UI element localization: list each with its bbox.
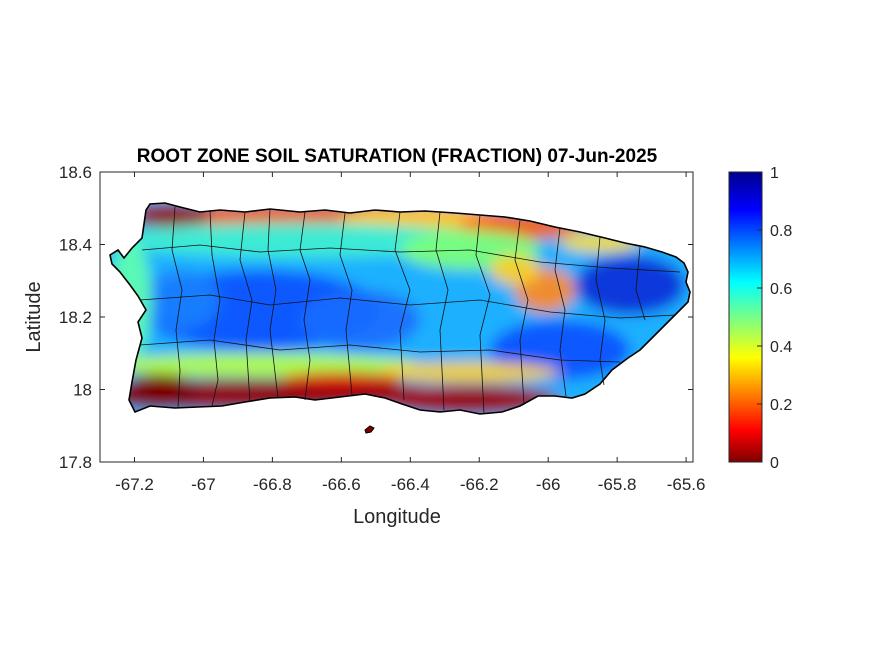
y-axis: 17.8 18 18.2 18.4 18.6 [59,163,693,472]
x-tick-label: -65.6 [667,475,706,494]
caja-de-muertos-island [364,425,375,434]
municipal-border [141,244,681,273]
y-tick-label: 17.8 [59,453,92,472]
colorbar-tick-label: 0.2 [770,397,792,414]
y-tick-label: 18.6 [59,163,92,182]
x-tick-label: -67.2 [115,475,154,494]
x-tick-label: -66.2 [460,475,499,494]
island-outline [109,202,691,415]
municipal-border [339,212,353,396]
x-axis: -67.2 -67 -66.8 -66.6 -66.4 -66.2 -66 -65.8 -65.… [115,172,705,494]
municipal-border [239,211,253,403]
x-tick-label: -66.4 [391,475,430,494]
municipal-border [595,236,606,386]
municipal-border [435,211,449,411]
municipal-border [635,246,646,321]
colorbar-ticks: 0 0.2 0.4 0.6 0.8 1 [757,165,792,472]
x-tick-label: -66.6 [322,475,361,494]
colorbar-tick-label: 0.4 [770,339,792,356]
y-tick-label: 18 [73,381,92,400]
x-tick-label: -67 [191,475,216,494]
x-tick-label: -65.8 [598,475,637,494]
x-tick-label: -66.8 [253,475,292,494]
municipal-border [267,208,279,399]
municipal-border [554,227,567,397]
colorbar [728,171,763,463]
municipal-border [475,214,491,415]
municipal-border [139,294,676,319]
municipal-border [299,211,311,401]
municipal-border [514,219,529,406]
municipal-border [171,206,183,409]
y-tick-label: 18.4 [59,236,92,255]
colorbar-tick-label: 0.6 [770,281,792,298]
plot-title: ROOT ZONE SOIL SATURATION (FRACTION) 07-… [137,146,658,167]
municipal-border [139,339,621,363]
colorbar-tick-label: 0.8 [770,223,792,240]
municipal-border [394,211,411,401]
y-tick-label: 18.2 [59,308,92,327]
y-axis-label: Latitude [23,281,45,352]
municipal-borders [139,206,681,415]
municipal-border [209,209,221,407]
colorbar-tick-label: 0 [770,455,779,472]
x-tick-label: -66 [536,475,561,494]
x-axis-label: Longitude [353,506,441,528]
colorbar-tick-label: 1 [770,165,779,182]
